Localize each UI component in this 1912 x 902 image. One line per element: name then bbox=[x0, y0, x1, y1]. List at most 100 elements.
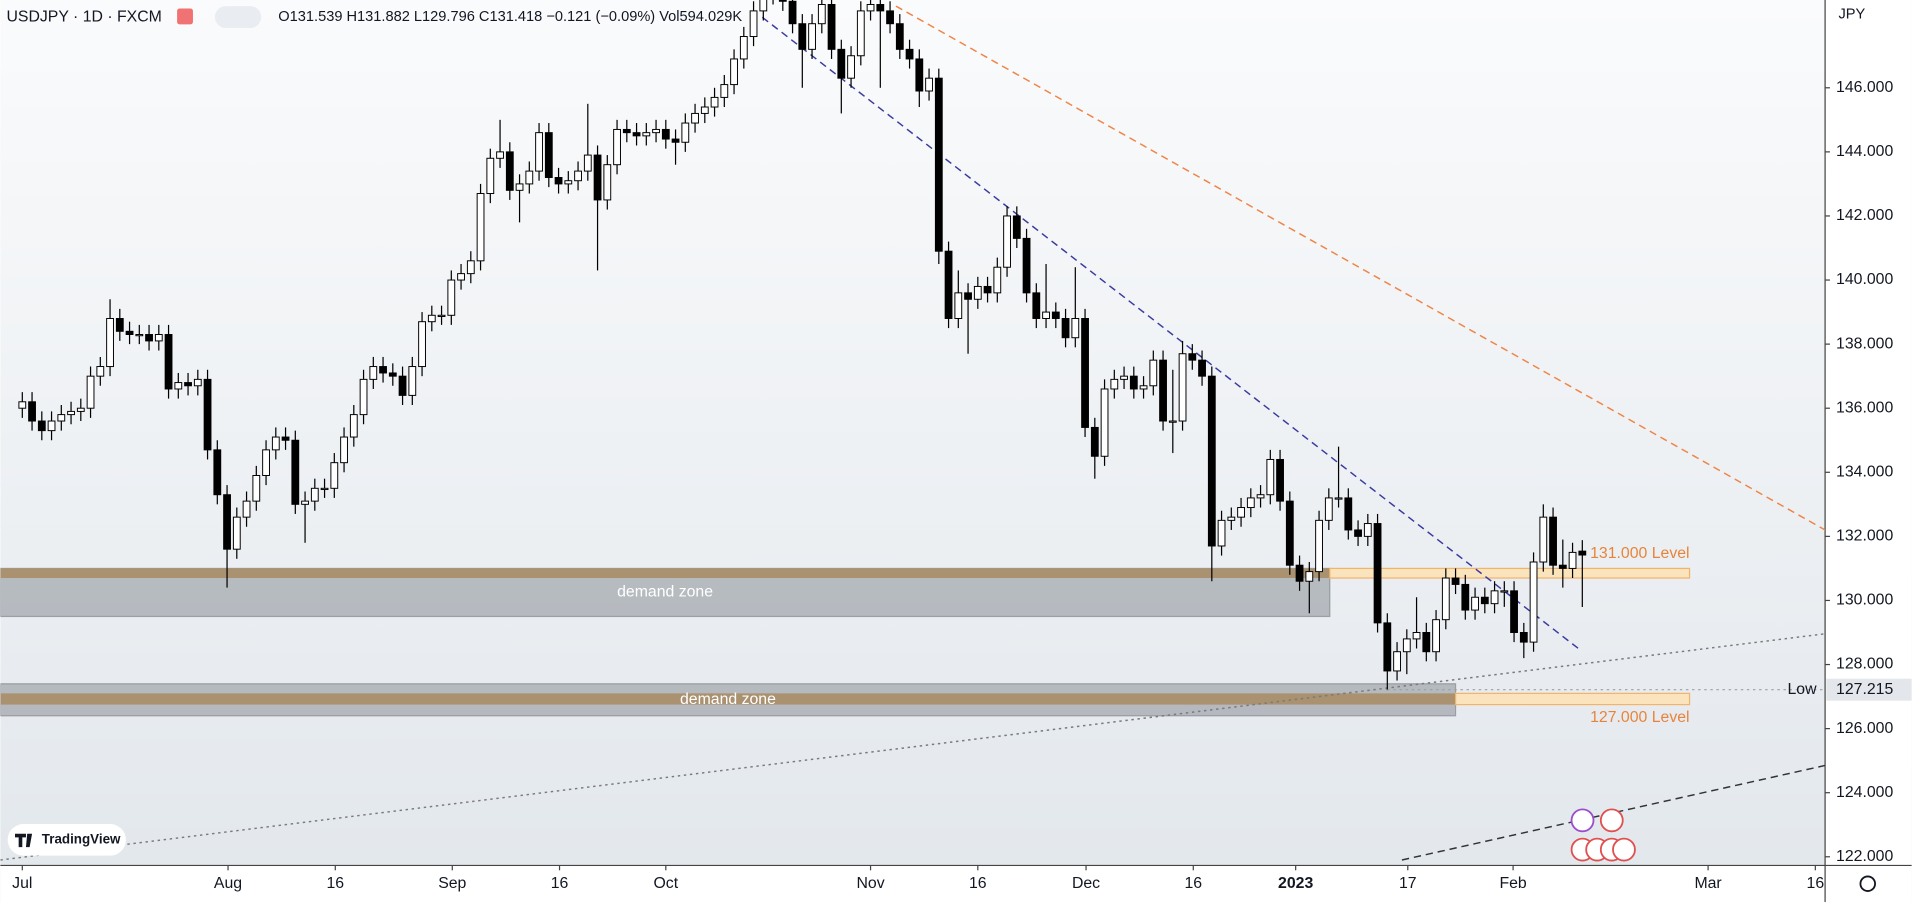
candle-body bbox=[418, 321, 426, 368]
candle-body bbox=[1090, 426, 1099, 457]
candle-body bbox=[993, 266, 1002, 294]
candle-body bbox=[1315, 519, 1323, 573]
candle-body bbox=[67, 410, 75, 416]
candle-body bbox=[983, 285, 992, 294]
candle-body bbox=[788, 0, 797, 25]
event-icon[interactable] bbox=[1599, 808, 1624, 833]
candle-body bbox=[310, 487, 319, 502]
candle-body bbox=[1032, 292, 1041, 319]
x-tick-label: Mar bbox=[1694, 875, 1722, 892]
candle-body bbox=[837, 48, 846, 79]
candle-body bbox=[379, 366, 387, 374]
candle-body bbox=[1227, 516, 1236, 521]
settings-icon[interactable] bbox=[1859, 875, 1876, 892]
candle-body bbox=[535, 132, 543, 172]
low-marker-price-box bbox=[1826, 678, 1912, 701]
candle-body bbox=[700, 106, 709, 114]
x-tick-label: 17 bbox=[1399, 875, 1417, 892]
candle-body bbox=[301, 500, 309, 505]
watermark-logo bbox=[14, 833, 33, 848]
candle-body bbox=[1334, 497, 1343, 500]
candle-body bbox=[778, 0, 787, 2]
candle-body bbox=[925, 77, 933, 92]
candle-body bbox=[603, 164, 612, 201]
candle-body bbox=[934, 77, 943, 252]
candle-body bbox=[486, 157, 495, 195]
trend-line bbox=[0, 633, 1826, 861]
candle-body bbox=[642, 132, 651, 137]
demand-zone-band bbox=[0, 693, 1456, 705]
candle-body bbox=[145, 334, 153, 342]
candle-body bbox=[1266, 458, 1275, 496]
candle-body bbox=[1441, 577, 1450, 621]
indicator-toggle[interactable] bbox=[214, 6, 262, 29]
candle-body bbox=[1373, 523, 1382, 624]
candle-body bbox=[1383, 622, 1392, 672]
candle-body bbox=[1022, 237, 1031, 294]
candle-body bbox=[213, 449, 222, 496]
x-tick-label: 16 bbox=[326, 875, 344, 892]
candle-body bbox=[944, 250, 953, 319]
candle-body bbox=[554, 177, 563, 185]
candle-body bbox=[1061, 318, 1070, 339]
candle-body bbox=[193, 378, 202, 387]
candle-body bbox=[1237, 507, 1245, 518]
candle-body bbox=[817, 3, 826, 25]
y-tick-label: 146.000 bbox=[1836, 79, 1893, 96]
demand-zone-band bbox=[0, 568, 1330, 579]
x-tick-label: Dec bbox=[1072, 875, 1100, 892]
symbol-title: USDJPY · 1D · FXCM bbox=[6, 8, 161, 25]
candle-body bbox=[164, 334, 173, 390]
candle-body bbox=[291, 439, 300, 505]
event-icon[interactable] bbox=[1570, 808, 1595, 833]
candle-body bbox=[37, 420, 46, 432]
candle-body bbox=[886, 10, 894, 25]
candle-body bbox=[320, 487, 329, 491]
candle-body bbox=[154, 334, 163, 342]
candle-body bbox=[905, 48, 914, 60]
candle-body bbox=[1510, 590, 1518, 633]
candle-body bbox=[349, 414, 358, 438]
y-tick-label: 124.000 bbox=[1836, 784, 1893, 801]
currency-label[interactable]: JPY bbox=[1838, 6, 1865, 22]
candle-body bbox=[135, 334, 144, 337]
candle-body bbox=[408, 366, 417, 396]
candle-body bbox=[447, 279, 456, 316]
candle-body bbox=[115, 318, 124, 332]
candle-body bbox=[281, 436, 290, 441]
candle-body bbox=[1110, 378, 1119, 390]
candle-body bbox=[1412, 632, 1421, 640]
y-tick-label: 140.000 bbox=[1836, 271, 1893, 288]
candle-body bbox=[369, 366, 378, 380]
candle-body bbox=[476, 193, 485, 262]
low-marker-price: 127.215 bbox=[1836, 681, 1893, 698]
candle-body bbox=[954, 292, 963, 319]
candle-body bbox=[106, 318, 114, 368]
candle-body bbox=[57, 414, 66, 422]
candle-body bbox=[252, 475, 261, 502]
candle-body bbox=[1344, 497, 1353, 531]
candle-body bbox=[1539, 516, 1548, 563]
candle-body bbox=[427, 314, 436, 323]
flag-icon[interactable] bbox=[177, 8, 193, 25]
y-tick-label: 130.000 bbox=[1836, 592, 1893, 609]
candle-body bbox=[242, 500, 251, 518]
trend-line bbox=[895, 5, 1826, 531]
candle-body bbox=[1042, 311, 1050, 319]
candle-body bbox=[652, 128, 660, 134]
event-icon[interactable] bbox=[1612, 837, 1636, 862]
candle-body bbox=[1549, 516, 1557, 566]
x-tick-label: Feb bbox=[1499, 875, 1526, 892]
candle-body bbox=[1003, 215, 1011, 268]
candle-body bbox=[184, 382, 192, 387]
candle-body bbox=[223, 494, 231, 550]
candle-body bbox=[398, 375, 407, 396]
watermark-badge[interactable] bbox=[7, 823, 126, 856]
candle-body bbox=[915, 58, 924, 92]
candle-body bbox=[1490, 590, 1499, 605]
candle-body bbox=[973, 285, 982, 300]
candle-body bbox=[466, 260, 475, 275]
level-band bbox=[1329, 567, 1691, 579]
candle-body bbox=[505, 151, 514, 191]
x-tick-label: Jul bbox=[12, 875, 32, 892]
